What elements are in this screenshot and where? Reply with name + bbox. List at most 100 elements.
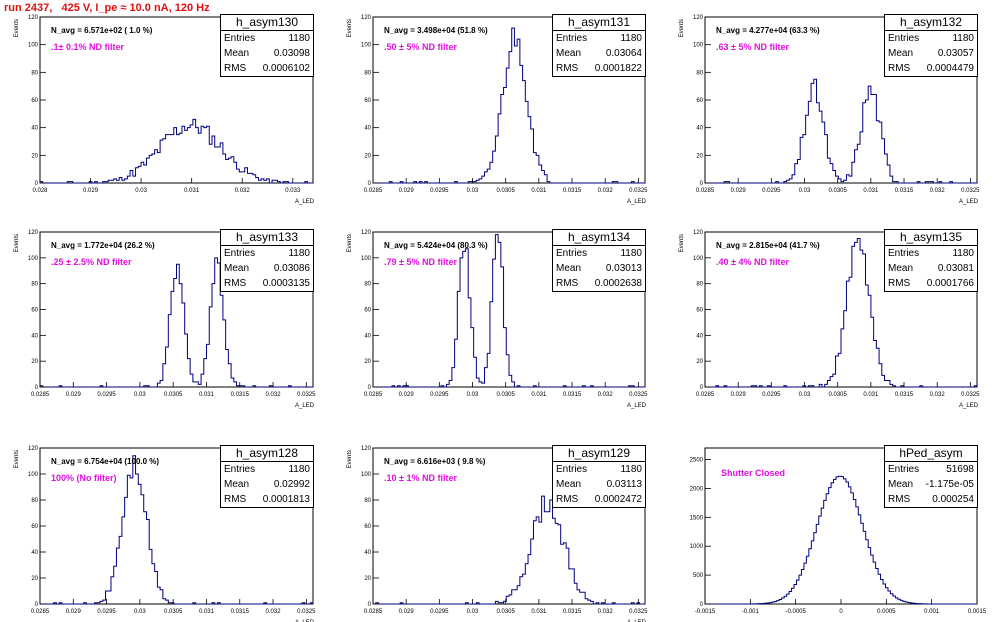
x-tick-label: 0.0285 bbox=[696, 188, 715, 194]
y-tick-label: 40 bbox=[696, 126, 703, 132]
stats-value: 0.0001813 bbox=[262, 494, 310, 505]
x-tick-label: 0.029 bbox=[399, 609, 415, 615]
histogram-series bbox=[373, 27, 645, 184]
x-tick-label: 0.0295 bbox=[97, 392, 116, 398]
stats-box: h_asym128 Entries 1180 Mean 0.02992 RMS 0.0001… bbox=[220, 445, 314, 508]
navg-label: N_avg = 6.754e+04 (100.0 %) bbox=[51, 457, 160, 466]
y-tick-label: 120 bbox=[361, 446, 372, 452]
stats-row: Mean 0.03098 bbox=[221, 46, 313, 61]
stats-row: Entries 1180 bbox=[553, 31, 645, 46]
y-tick-label: 100 bbox=[361, 43, 372, 49]
x-tick-label: 0.032 bbox=[598, 392, 614, 398]
y-tick-label: 2500 bbox=[690, 458, 704, 464]
x-tick-label: 0.0315 bbox=[231, 609, 250, 615]
x-tick-label: 0.0325 bbox=[297, 392, 316, 398]
stats-key: Mean bbox=[224, 479, 250, 490]
x-tick-label: 0.0305 bbox=[497, 392, 516, 398]
stats-value: 1180 bbox=[620, 248, 642, 259]
x-tick-label: 0.0295 bbox=[97, 609, 116, 615]
y-tick-label: 80 bbox=[364, 70, 371, 76]
stats-key: Entries bbox=[224, 33, 256, 44]
stats-key: Entries bbox=[556, 33, 588, 44]
stats-value: 0.03013 bbox=[605, 263, 642, 274]
stats-value: 0.0006102 bbox=[262, 63, 310, 74]
stats-key: Mean bbox=[888, 479, 914, 490]
stats-value: 1180 bbox=[620, 464, 642, 475]
y-tick-label: 40 bbox=[364, 550, 371, 556]
x-axis-label: A_LED bbox=[295, 403, 315, 409]
stats-row: Mean 0.03013 bbox=[553, 261, 645, 276]
x-tick-label: 0.031 bbox=[531, 188, 547, 194]
x-tick-label: 0.03 bbox=[135, 188, 147, 194]
x-tick-label: 0.029 bbox=[83, 188, 99, 194]
x-tick-label: 0.0295 bbox=[430, 392, 449, 398]
stats-value: -1.175e-05 bbox=[925, 479, 974, 490]
x-axis-label: A_LED bbox=[627, 199, 647, 205]
stats-row: Entries 1180 bbox=[553, 246, 645, 261]
y-tick-label: 20 bbox=[696, 359, 703, 365]
stats-key: Entries bbox=[888, 33, 920, 44]
histogram-name: h_asym132 bbox=[885, 15, 977, 31]
histogram-series bbox=[39, 257, 313, 388]
x-tick-label: 0 bbox=[839, 609, 843, 615]
stats-key: RMS bbox=[556, 63, 579, 74]
histogram-name: h_asym131 bbox=[553, 15, 645, 31]
stats-value: 1180 bbox=[952, 33, 974, 44]
stats-key: RMS bbox=[556, 278, 579, 289]
filter-label: .25 ± 2.5% ND filter bbox=[51, 257, 132, 267]
navg-label: N_avg = 6.571e+02 ( 1.0 %) bbox=[51, 26, 153, 35]
histogram-series bbox=[705, 475, 977, 605]
y-tick-label: 60 bbox=[31, 98, 38, 104]
histogram-series bbox=[373, 495, 645, 605]
x-tick-label: 0.0315 bbox=[895, 188, 914, 194]
stats-row: Mean 0.03086 bbox=[221, 261, 313, 276]
y-axis-label: Events bbox=[347, 234, 353, 252]
stats-row: RMS 0.0002638 bbox=[553, 276, 645, 291]
y-tick-label: 60 bbox=[696, 98, 703, 104]
x-tick-label: 0.029 bbox=[731, 188, 747, 194]
x-tick-label: -0.001 bbox=[742, 609, 760, 615]
x-tick-label: 0.0315 bbox=[563, 392, 582, 398]
x-tick-label: 0.032 bbox=[266, 392, 282, 398]
y-tick-label: 100 bbox=[28, 472, 39, 478]
stats-key: Entries bbox=[888, 248, 920, 259]
y-tick-label: 120 bbox=[361, 230, 372, 236]
x-tick-label: 0.03 bbox=[134, 609, 146, 615]
stats-key: Entries bbox=[888, 464, 920, 475]
y-tick-label: 100 bbox=[693, 43, 704, 49]
x-tick-label: 0.0325 bbox=[961, 188, 980, 194]
x-axis-label: A_LED bbox=[295, 199, 315, 205]
stats-value: 51698 bbox=[946, 464, 974, 475]
y-tick-label: 60 bbox=[31, 308, 38, 314]
stats-key: RMS bbox=[224, 494, 247, 505]
x-tick-label: 0.029 bbox=[399, 188, 415, 194]
stats-value: 1180 bbox=[288, 248, 310, 259]
stats-row: Entries 1180 bbox=[221, 31, 313, 46]
y-tick-label: 40 bbox=[364, 333, 371, 339]
x-tick-label: 0.031 bbox=[863, 188, 879, 194]
x-tick-label: 0.028 bbox=[32, 188, 48, 194]
x-tick-label: 0.029 bbox=[399, 392, 415, 398]
y-axis-label: Events bbox=[679, 234, 685, 252]
stats-key: RMS bbox=[556, 494, 579, 505]
y-tick-label: 100 bbox=[693, 256, 704, 262]
x-tick-label: 0.0305 bbox=[829, 188, 848, 194]
stats-value: 1180 bbox=[952, 248, 974, 259]
x-axis-label: A_LED bbox=[959, 403, 979, 409]
x-tick-label: 0.0315 bbox=[563, 609, 582, 615]
histogram-name: h_asym135 bbox=[885, 230, 977, 246]
x-tick-label: 0.0305 bbox=[164, 609, 183, 615]
x-tick-label: 0.031 bbox=[531, 392, 547, 398]
stats-key: Mean bbox=[888, 48, 914, 59]
run-title: run 2437, 425 V, I_pe ≈ 10.0 nA, 120 Hz bbox=[4, 2, 210, 14]
x-tick-label: 0.032 bbox=[266, 609, 282, 615]
y-axis-label: Events bbox=[14, 19, 20, 37]
y-tick-label: 60 bbox=[364, 308, 371, 314]
stats-value: 1180 bbox=[620, 33, 642, 44]
stats-value: 0.03113 bbox=[606, 479, 642, 490]
